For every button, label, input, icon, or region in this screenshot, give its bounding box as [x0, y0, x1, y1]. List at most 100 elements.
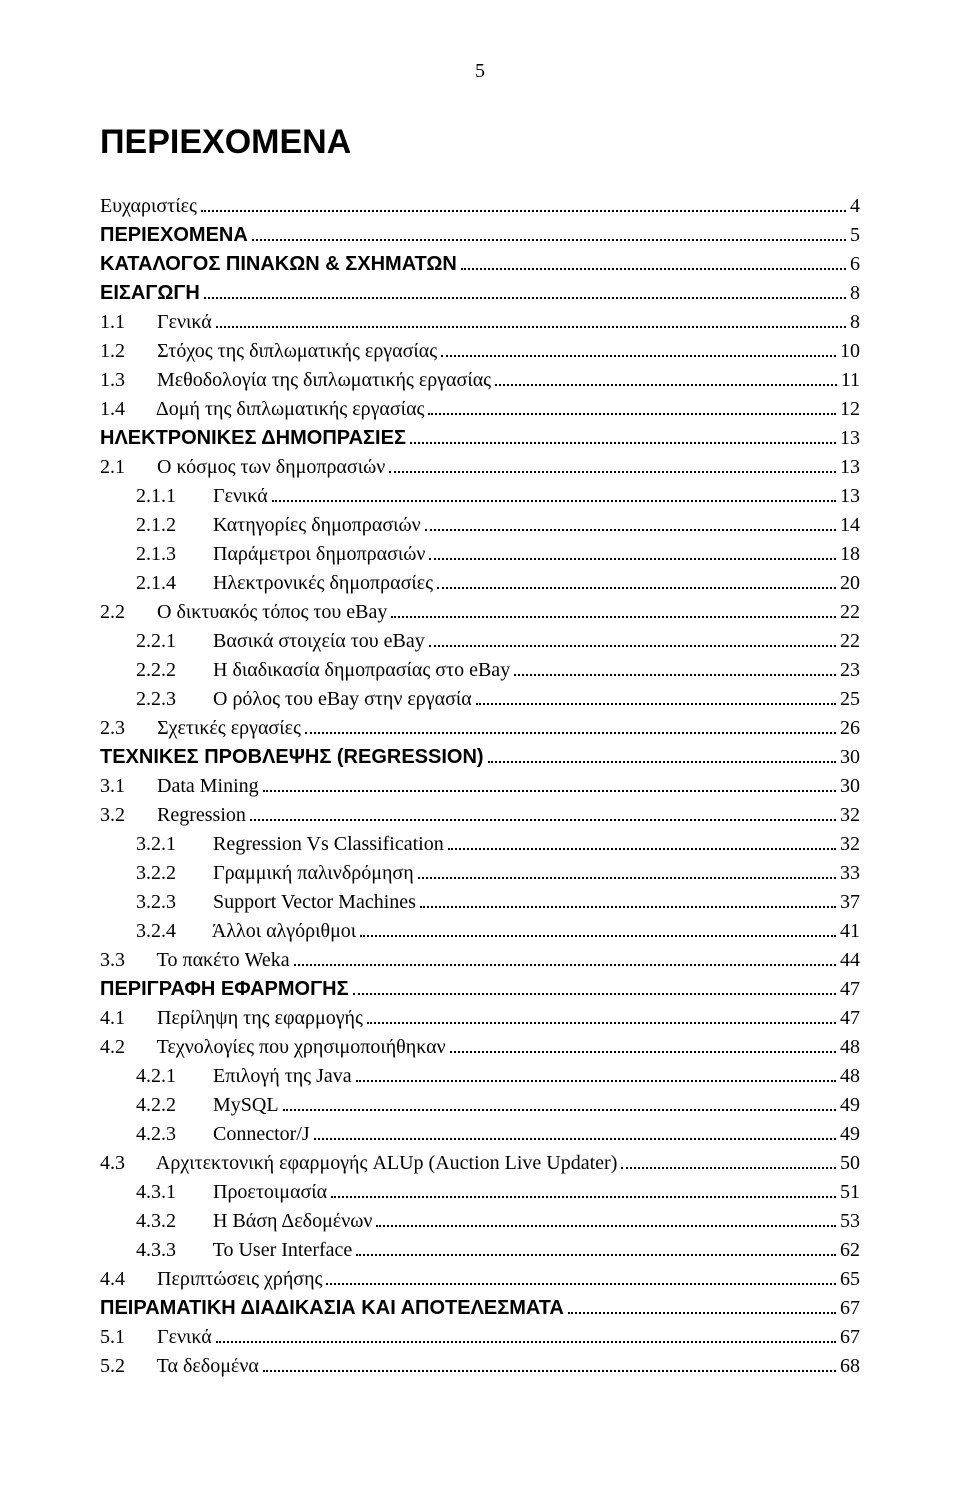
toc-entry-page: 4 — [850, 192, 860, 221]
toc-entry-number: 5.1 — [100, 1323, 152, 1352]
toc-entry: 2.1.3 Παράμετροι δημοπρασιών18 — [136, 540, 860, 569]
toc-leader-dots — [283, 1098, 836, 1111]
toc-entry-number: 4.3.2 — [136, 1207, 208, 1236]
toc-entry-label: 2.2.1 Βασικά στοιχεία του eBay — [136, 627, 425, 656]
toc-entry: 4.2 Τεχνολογίες που χρησιμοποιήθηκαν48 — [100, 1033, 860, 1062]
toc-entry-text: Στόχος της διπλωματικής εργασίας — [157, 340, 437, 362]
toc-entry-label: 3.2.3 Support Vector Machines — [136, 888, 416, 917]
toc-entry-number: 4.2.2 — [136, 1091, 208, 1120]
toc-entry: ΠΕΙΡΑΜΑΤΙΚΗ ΔΙΑΔΙΚΑΣΙΑ ΚΑΙ ΑΠΟΤΕΛΕΣΜΑΤΑ6… — [100, 1294, 860, 1323]
toc-entry-label: 1.4 Δομή της διπλωματικής εργασίας — [100, 395, 424, 424]
toc-entry: 4.3 Αρχιτεκτονική εφαρμογής ALUp (Auctio… — [100, 1149, 860, 1178]
toc-entry-page: 23 — [840, 656, 860, 685]
toc-leader-dots — [429, 634, 836, 647]
toc-entry-page: 53 — [840, 1207, 860, 1236]
toc-leader-dots — [360, 924, 836, 937]
toc-entry-page: 51 — [840, 1178, 860, 1207]
toc-entry: 5.1 Γενικά67 — [100, 1323, 860, 1352]
toc-entry-number: 2.1 — [100, 453, 152, 482]
toc-entry-number: 2.2.1 — [136, 627, 208, 656]
toc-entry-number: 3.2.2 — [136, 859, 208, 888]
toc-leader-dots — [356, 1069, 836, 1082]
toc-entry-label: 2.1.1 Γενικά — [136, 482, 268, 511]
toc-leader-dots — [428, 402, 836, 415]
toc-entry-label: 1.2 Στόχος της διπλωματικής εργασίας — [100, 337, 437, 366]
toc-entry-text: ΠΕΡΙΓΡΑΦΗ ΕΦΑΡΜΟΓΗΣ — [100, 978, 349, 1000]
toc-entry-label: 4.3.2 Η Βάση Δεδομένων — [136, 1207, 372, 1236]
toc-entry-page: 48 — [840, 1033, 860, 1062]
toc-entry-label: 2.1.4 Ηλεκτρονικές δημοπρασίες — [136, 569, 433, 598]
toc-entry: ΠΕΡΙΓΡΑΦΗ ΕΦΑΡΜΟΓΗΣ47 — [100, 975, 860, 1004]
toc-entry-number: 3.2.3 — [136, 888, 208, 917]
toc-entry: 3.3 Το πακέτο Weka44 — [100, 946, 860, 975]
toc-entry-number: 2.1.1 — [136, 482, 208, 511]
toc-entry-label: 3.2.1 Regression Vs Classification — [136, 830, 444, 859]
toc-entry: ΤΕΧΝΙΚΕΣ ΠΡΟΒΛΕΨΗΣ (REGRESSION)30 — [100, 743, 860, 772]
toc-entry: 2.3 Σχετικές εργασίες26 — [100, 714, 860, 743]
toc-entry-text: Επιλογή της Java — [213, 1065, 352, 1087]
toc-entry-label: 3.2.4 Άλλοι αλγόριθμοι — [136, 917, 356, 946]
toc-entry: 3.2.2 Γραμμική παλινδρόμηση33 — [136, 859, 860, 888]
toc-leader-dots — [429, 547, 836, 560]
toc-entry-text: ΕΙΣΑΓΩΓΗ — [100, 282, 200, 304]
toc-entry-page: 18 — [840, 540, 860, 569]
toc-entry-text: Προετοιμασία — [213, 1181, 327, 1203]
toc-entry: 3.2 Regression32 — [100, 801, 860, 830]
toc-entry-number: 3.2.4 — [136, 917, 208, 946]
toc-entry-page: 22 — [840, 598, 860, 627]
toc-entry-page: 65 — [840, 1265, 860, 1294]
toc-entry-page: 32 — [840, 801, 860, 830]
toc-leader-dots — [420, 895, 836, 908]
toc-entry: 2.2.2 Η διαδικασία δημοπρασίας στο eBay2… — [136, 656, 860, 685]
toc-leader-dots — [461, 257, 846, 270]
toc-entry-text: ΚΑΤΑΛΟΓΟΣ ΠΙΝΑΚΩΝ & ΣΧΗΜΑΤΩΝ — [100, 253, 457, 275]
toc-entry-text: Ο ρόλος του eBay στην εργασία — [213, 688, 472, 710]
toc-entry-label: ΗΛΕΚΤΡΟΝΙΚΕΣ ΔΗΜΟΠΡΑΣΙΕΣ — [100, 424, 406, 453]
toc-entry-label: ΤΕΧΝΙΚΕΣ ΠΡΟΒΛΕΨΗΣ (REGRESSION) — [100, 743, 484, 772]
toc-leader-dots — [418, 866, 836, 879]
toc-entry-label: 4.3.1 Προετοιμασία — [136, 1178, 327, 1207]
toc-entry-text: Τα δεδομένα — [157, 1355, 259, 1377]
toc-entry-number: 2.3 — [100, 714, 152, 743]
toc-entry-number: 1.1 — [100, 308, 152, 337]
toc-entry-text: Το User Interface — [213, 1239, 353, 1261]
toc-leader-dots — [568, 1301, 836, 1314]
toc-leader-dots — [353, 982, 836, 995]
toc-entry-label: ΚΑΤΑΛΟΓΟΣ ΠΙΝΑΚΩΝ & ΣΧΗΜΑΤΩΝ — [100, 250, 457, 279]
toc-leader-dots — [250, 808, 836, 821]
toc-entry-page: 49 — [840, 1120, 860, 1149]
toc-entry-page: 48 — [840, 1062, 860, 1091]
toc-entry-text: Παράμετροι δημοπρασιών — [213, 543, 425, 565]
toc-entry-label: Ευχαριστίες — [100, 192, 197, 221]
toc-leader-dots — [216, 315, 846, 328]
page-title: ΠΕΡΙΕΧΟΜΕΝΑ — [100, 123, 860, 162]
toc-entry: 2.1.4 Ηλεκτρονικές δημοπρασίες20 — [136, 569, 860, 598]
toc-entry-text: MySQL — [213, 1094, 279, 1116]
toc-entry-label: 2.1 Ο κόσμος των δημοπρασιών — [100, 453, 385, 482]
toc-entry-text: Ευχαριστίες — [100, 195, 197, 217]
toc-entry-text: Regression Vs Classification — [213, 833, 444, 855]
toc-entry-page: 50 — [840, 1149, 860, 1178]
toc-entry-page: 62 — [840, 1236, 860, 1265]
toc-entry-text: Γενικά — [213, 485, 268, 507]
toc-entry-page: 44 — [840, 946, 860, 975]
toc-entry-page: 49 — [840, 1091, 860, 1120]
toc-leader-dots — [437, 576, 836, 589]
toc-entry-number: 4.2.3 — [136, 1120, 208, 1149]
toc-entry-number: 3.3 — [100, 946, 152, 975]
toc-entry-text: Τεχνολογίες που χρησιμοποιήθηκαν — [157, 1036, 446, 1058]
toc-leader-dots — [450, 1040, 836, 1053]
toc-entry-text: Ηλεκτρονικές δημοπρασίες — [213, 572, 433, 594]
toc-entry-page: 22 — [840, 627, 860, 656]
toc-leader-dots — [391, 605, 836, 618]
toc-leader-dots — [263, 779, 836, 792]
toc-entry: 4.3.2 Η Βάση Δεδομένων 53 — [136, 1207, 860, 1236]
toc-leader-dots — [425, 518, 836, 531]
toc-entry-page: 11 — [841, 366, 860, 395]
toc-entry-page: 10 — [840, 337, 860, 366]
toc-entry-text: Άλλοι αλγόριθμοι — [212, 920, 356, 942]
toc-entry-page: 41 — [840, 917, 860, 946]
toc-leader-dots — [294, 953, 836, 966]
toc-entry: 3.1 Data Mining30 — [100, 772, 860, 801]
toc-entry-number: 4.2.1 — [136, 1062, 208, 1091]
